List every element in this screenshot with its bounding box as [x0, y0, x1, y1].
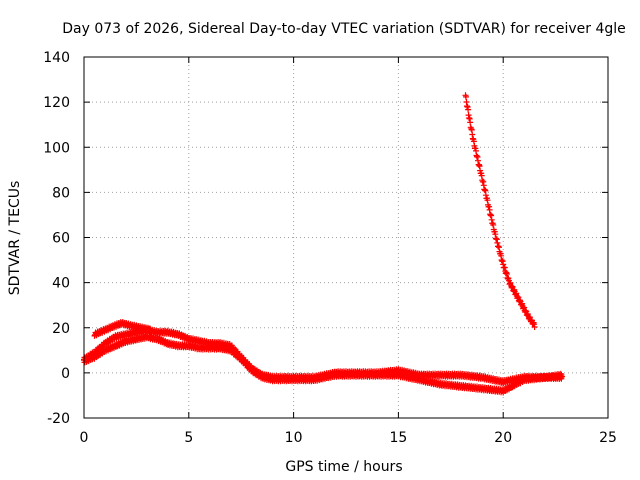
axis-ticks: 0 5 10 15 20 25 -20 0 20 40 60 80 100 120 140 [43, 50, 617, 446]
grid [84, 57, 608, 418]
series-lower-band [81, 332, 565, 396]
data-point-marker [148, 328, 155, 334]
y-tick-label: 140 [43, 50, 70, 66]
y-axis-title: SDTVAR / TECUs [7, 181, 23, 296]
x-tick-label: 20 [494, 430, 512, 446]
x-tick-label: 15 [389, 430, 407, 446]
x-tick-label: 10 [285, 430, 303, 446]
chart-title: Day 073 of 2026, Sidereal Day-to-day VTE… [62, 21, 626, 37]
y-tick-label: 60 [52, 231, 70, 247]
y-tick-label: 20 [52, 321, 70, 337]
data-point-marker [558, 373, 565, 380]
data-point-marker [463, 93, 469, 100]
data-point-marker [465, 106, 472, 113]
x-axis-title: GPS time / hours [285, 459, 402, 475]
x-tick-label: 0 [80, 430, 89, 446]
y-tick-label: -20 [47, 411, 70, 427]
y-tick-label: 80 [52, 185, 70, 201]
data-series [81, 92, 565, 396]
series-early-track [91, 319, 155, 339]
y-tick-label: 120 [43, 95, 70, 111]
y-tick-label: 40 [52, 276, 70, 292]
series-steep-decay [462, 92, 538, 330]
y-tick-label: 0 [61, 366, 70, 382]
x-tick-label: 25 [599, 430, 617, 446]
data-point-marker [557, 374, 564, 381]
x-tick-label: 5 [184, 430, 193, 446]
plot-frame [83, 56, 609, 419]
y-tick-label: 100 [43, 140, 70, 156]
data-point-marker [531, 324, 538, 330]
